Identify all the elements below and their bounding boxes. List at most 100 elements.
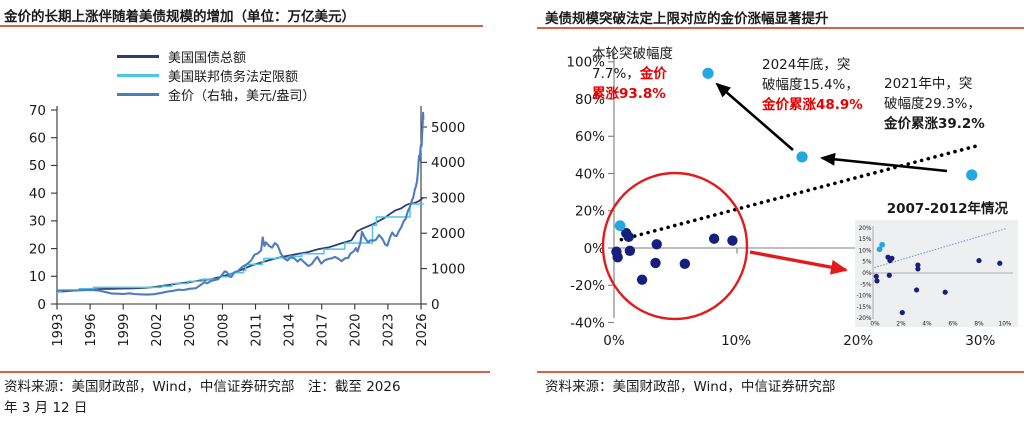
left-axis-tick-label: 0	[37, 297, 46, 313]
scatter-point-navy	[651, 239, 662, 250]
left-source-note: 资料来源：美国财政部，Wind，中信证券研究部 注：截至 2026 年 3 月 …	[4, 377, 509, 419]
inset-x-tick-label: 8%	[974, 322, 984, 328]
inset-point-cyan	[876, 246, 883, 253]
scatter-axes: 100%80%60%40%20%0%-20%-40%0% 10% 20% 30%	[566, 50, 1016, 349]
inset-y-tick-label: 10%	[859, 248, 872, 254]
left-axis-tick-label: 10	[29, 269, 46, 285]
scatter-y-tick-label: 40%	[575, 166, 605, 182]
annotation-2021-line1: 2021年中，突	[884, 76, 973, 92]
legend-item-0: 美国国债总额	[117, 47, 315, 66]
scatter-point-cyan	[614, 220, 626, 232]
right-title-underline	[537, 27, 1024, 29]
left-source-line1: 资料来源：美国财政部，Wind，中信证券研究部 注：截至 2026	[4, 379, 401, 395]
inset-point-cyan	[879, 241, 886, 248]
left-source-line2: 年 3 月 12 日	[4, 400, 88, 416]
inset-point-navy	[899, 309, 905, 316]
highlight-point-2024年底	[796, 151, 808, 163]
inset-x-tick-label: 4%	[922, 322, 932, 328]
annotation-2021-line2: 破幅度29.3%，	[884, 96, 981, 112]
scatter-y-tick-label: 20%	[575, 204, 605, 220]
inset-point-navy	[886, 272, 892, 278]
x-axis-year-label: 2011	[249, 314, 264, 347]
left-axis-tick-label: 20	[29, 241, 46, 257]
inset-point-navy	[914, 287, 920, 293]
right-source-note: 资料来源：美国财政部，Wind，中信证券研究部	[545, 379, 836, 395]
inset-x-tick-label: 2%	[896, 322, 906, 328]
scatter-y-tick-label: -40%	[570, 315, 605, 331]
inset-point-navy	[889, 255, 895, 261]
cluster-highlight-circle	[601, 171, 749, 321]
x-axis-year-label: 2026	[415, 314, 430, 347]
left-chart-title: 金价的长期上涨伴随着美债规模的增加（单位：万亿美元）	[4, 9, 355, 25]
cluster-points	[611, 220, 738, 285]
scatter-x-tick-label: 20%	[843, 333, 873, 349]
left-axis-tick-label: 30	[29, 214, 46, 230]
inset-y-tick-label: 5%	[862, 260, 872, 266]
series-line-2	[55, 111, 425, 296]
inset-x-tick-label: 0%	[870, 322, 880, 328]
scatter-y-tick-label: 60%	[575, 129, 605, 145]
right-axis-tick-label: 5000	[431, 120, 465, 136]
legend-line-swatch	[117, 55, 159, 58]
scatter-y-tick-label: 100%	[566, 55, 605, 71]
x-axis-year-label: 1996	[84, 314, 99, 347]
left-axis-tick-label: 40	[29, 186, 46, 202]
highlight-point-本轮	[702, 67, 714, 79]
legend-line-swatch	[117, 74, 159, 77]
annotation-2024-line2: 破幅度15.4%，	[762, 77, 859, 93]
inset-y-tick-label: -15%	[857, 305, 872, 311]
inset-y-tick-label: -5%	[860, 282, 872, 288]
scatter-point-navy	[708, 233, 720, 244]
legend-label: 金价（右轴，美元/盎司）	[168, 89, 316, 104]
scatter-y-tick-label: 0%	[584, 241, 606, 257]
x-axis-year-label: 2008	[216, 314, 231, 347]
inset-x-tick-label: 10%	[999, 322, 1012, 328]
right-footer-divider	[537, 371, 1024, 373]
inset-x-tick-label: 6%	[948, 322, 958, 328]
left-axis-tick-label: 50	[29, 158, 46, 174]
inset-point-navy	[942, 289, 948, 295]
right-axis-tick-label: 0	[431, 297, 440, 313]
arrow-circle-to-inset	[749, 250, 848, 275]
scatter-point-navy	[624, 245, 636, 256]
legend-item-2: 金价（右轴，美元/盎司）	[117, 85, 315, 104]
annotation-2024-line3-red: 金价累涨48.9%	[762, 97, 863, 113]
inset-point-navy	[915, 262, 921, 268]
inset-chart-title: 2007-2012年情况	[886, 201, 1008, 217]
series-line-1	[56, 203, 424, 293]
legend-line-swatch	[117, 93, 159, 96]
scatter-x-tick-label: 30%	[965, 333, 995, 349]
x-axis-year-label: 2014	[282, 314, 297, 347]
inset-point-navy	[874, 278, 880, 284]
annotation-current-line2-black: 7.7%，	[592, 66, 640, 82]
annotation-2024-line1: 2024年底，突	[762, 57, 851, 73]
left-axis-tick-label: 70	[29, 103, 46, 119]
inset-y-tick-label: 0%	[862, 271, 872, 277]
legend-label: 美国联邦债务法定限额	[168, 70, 299, 85]
scatter-point-navy	[612, 252, 623, 263]
legend-label: 美国国债总额	[168, 51, 247, 66]
annotation-2024: 2024年底，突 破幅度15.4%， 金价累涨48.9%	[762, 55, 924, 115]
inset-y-tick-label: -10%	[857, 294, 872, 300]
right-chart-title: 美债规模突破法定上限对应的金价涨幅显著提升	[545, 11, 829, 27]
highlight-point-2021年中	[966, 169, 978, 181]
scatter-point-navy	[727, 235, 738, 246]
inset-chart: 20%15%10%5%0%-5%-10%-15%-20%0% 2% 4% 6% 8% 10…	[855, 220, 1018, 328]
x-axis-year-label: 1993	[51, 314, 66, 347]
x-axis-year-label: 1999	[117, 314, 132, 347]
x-axis-year-label: 2017	[316, 314, 331, 347]
right-axis-tick-label: 1000	[431, 261, 465, 277]
arrow-to-current-point	[715, 82, 794, 151]
arrow-to-2024-point	[820, 152, 948, 173]
scatter-x-tick-label: 10%	[721, 333, 751, 349]
annotation-2021: 2021年中，突 破幅度29.3%， 金价累涨39.2%	[884, 74, 1024, 134]
left-chart-legend: 美国国债总额美国联邦债务法定限额金价（右轴，美元/盎司）	[117, 47, 315, 104]
annotation-current-line3-red: 累涨93.8%	[592, 86, 666, 102]
scatter-point-navy	[679, 258, 691, 270]
right-scatter-chart: 100%80%60%40%20%0%-20%-40%0% 10% 20% 30%20%…	[566, 50, 1018, 349]
inset-y-tick-label: -20%	[857, 316, 872, 322]
annotation-current-line1: 本轮突破幅度	[592, 46, 673, 62]
right-axis-tick-label: 2000	[431, 226, 465, 242]
scatter-y-tick-label: -20%	[570, 278, 605, 294]
